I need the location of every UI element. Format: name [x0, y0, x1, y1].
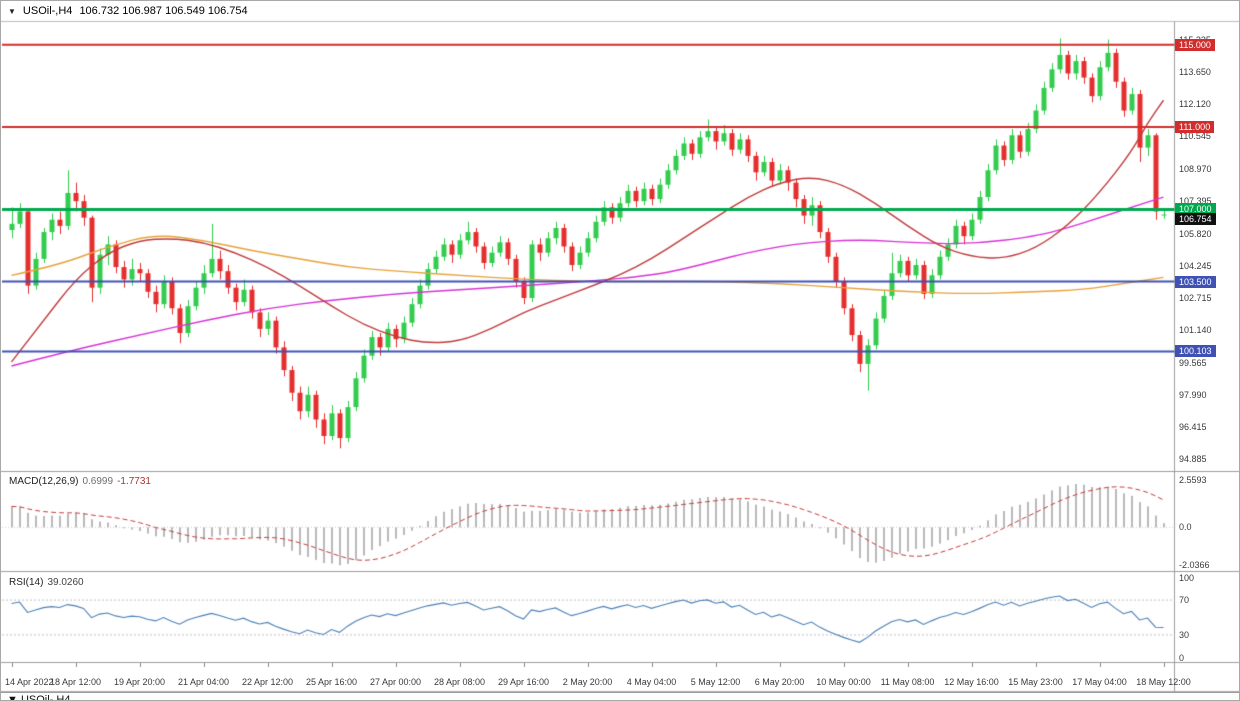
macd-main-value: 0.6999 [82, 476, 114, 487]
macd-signal-value: -1.7731 [117, 476, 151, 487]
next-window-title: ▼ USOil-,H4 [7, 694, 71, 701]
chevron-down-icon[interactable]: ▼ [8, 6, 16, 16]
chart-title-bar: ▼ USOil-,H4 106.732 106.987 106.549 106.… [8, 5, 248, 17]
macd-name: MACD(12,26,9) [9, 476, 79, 487]
rsi-value: 39.0260 [47, 577, 84, 588]
bottom-window-strip[interactable]: ▼ USOil-,H4 [1, 692, 1239, 701]
symbol-period-label: USOil-,H4 [22, 5, 73, 17]
rsi-name: RSI(14) [9, 577, 44, 588]
macd-indicator-label: MACD(12,26,9) 0.6999 -1.7731 [9, 476, 151, 487]
ohlc-values: 106.732 106.987 106.549 106.754 [79, 5, 248, 17]
rsi-indicator-label: RSI(14) 39.0260 [9, 577, 84, 588]
